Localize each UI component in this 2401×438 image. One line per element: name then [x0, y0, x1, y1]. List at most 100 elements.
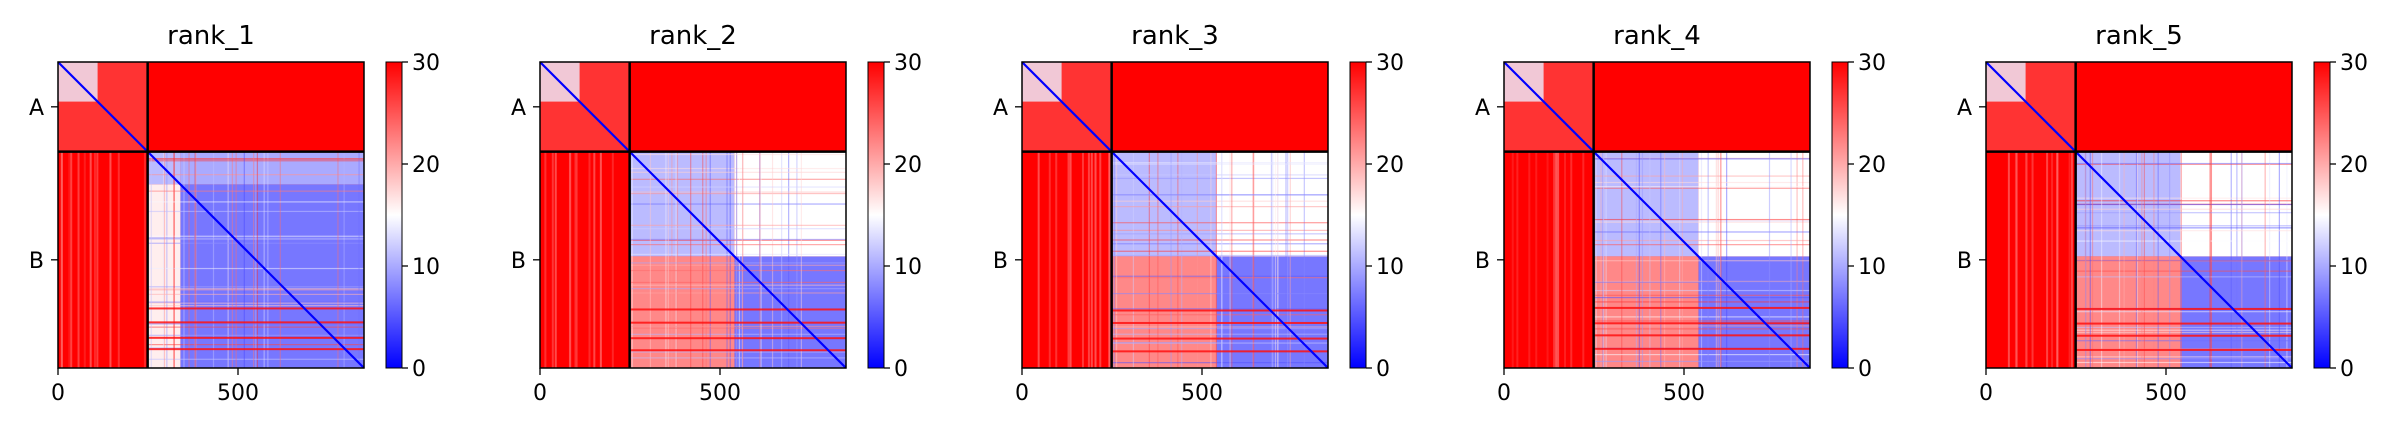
- stripe-v: [253, 151, 255, 368]
- stripe-h: [1593, 325, 1810, 327]
- stripe-ab: [89, 151, 92, 368]
- stripe-v: [702, 151, 704, 368]
- stripe-v: [256, 151, 259, 368]
- diagonal: [1021, 61, 1329, 369]
- stripe-v: [1285, 151, 1287, 368]
- stripe-v: [1621, 151, 1623, 368]
- stripe-h: [629, 351, 846, 353]
- stripe-ab: [109, 151, 112, 368]
- stripe-ab: [96, 151, 99, 368]
- stripe-v: [671, 151, 673, 368]
- stripe-ab: [1094, 151, 1097, 368]
- stripe-h: [147, 288, 364, 290]
- stripe-h: [629, 178, 846, 180]
- stripe-v: [150, 151, 152, 368]
- panel-title: rank_3: [1131, 21, 1219, 51]
- stripe-h: [629, 288, 846, 290]
- stripe-h: [2075, 212, 2292, 214]
- stripe-h: [1111, 177, 1328, 180]
- stripe-h: [629, 238, 846, 241]
- stripe-v: [796, 151, 798, 368]
- stripe-h: [629, 269, 846, 272]
- stripe-red: [1111, 309, 1328, 312]
- colorbar-tick-label: 20: [412, 153, 440, 178]
- stripe-ab: [143, 151, 146, 368]
- stripe-v: [1277, 151, 1279, 368]
- stripe-v: [1170, 151, 1172, 368]
- stripe-h: [2075, 230, 2292, 232]
- stripe-v: [760, 151, 762, 368]
- stripe-ab: [593, 151, 596, 368]
- stripe-h: [1111, 194, 1328, 196]
- colorbar-tick-label: 30: [1376, 51, 1404, 76]
- stripe-h: [2075, 311, 2292, 313]
- stripe-v: [2236, 151, 2238, 368]
- stripe-h: [1111, 277, 1328, 279]
- stripe-ab: [1067, 151, 1070, 368]
- stripe-ab: [599, 151, 602, 368]
- stripe-h: [1593, 316, 1810, 318]
- stripe-v: [1252, 151, 1254, 368]
- stripe-h: [147, 242, 364, 244]
- stripe-red: [147, 307, 364, 310]
- stripe-ab: [544, 151, 547, 368]
- stripe-h: [1111, 206, 1328, 208]
- stripe-v: [1720, 151, 1722, 368]
- stripe-v: [1287, 151, 1289, 368]
- stripe-h: [147, 174, 364, 176]
- stripe-h: [1111, 174, 1328, 176]
- stripe-h: [629, 167, 846, 170]
- colorbar-tick-label: 0: [2340, 357, 2354, 382]
- stripe-v: [1707, 151, 1709, 368]
- stripe-v: [1210, 151, 1212, 368]
- stripe-h: [2075, 358, 2292, 360]
- stripe-red: [629, 349, 846, 352]
- plot-frame: [1021, 61, 1329, 369]
- stripe-ab: [83, 151, 86, 368]
- stripe-red: [1111, 350, 1328, 353]
- stripe-ab: [1081, 151, 1084, 368]
- stripe-h: [2075, 329, 2292, 331]
- stripe-v: [1664, 151, 1666, 368]
- stripe-v: [195, 151, 197, 368]
- stripe-v: [2136, 151, 2139, 368]
- stripe-h: [2075, 276, 2292, 278]
- stripe-v: [2210, 151, 2212, 368]
- stripe-h: [147, 160, 364, 162]
- stripe-v: [212, 151, 215, 368]
- stripe-v: [193, 151, 196, 368]
- stripe-h: [2075, 227, 2292, 229]
- stripe-h: [147, 190, 364, 192]
- stripe-v: [1177, 151, 1179, 368]
- stripe-h: [1111, 314, 1328, 316]
- block-b-off-lower: [1111, 256, 1217, 368]
- stripe-v: [1289, 151, 1291, 368]
- panel-title: rank_2: [649, 21, 737, 51]
- stripe-ab: [2056, 151, 2059, 368]
- colorbar-tick-label: 30: [412, 51, 440, 76]
- panel-title: rank_1: [167, 21, 255, 51]
- stripe-ab: [1099, 151, 1102, 368]
- stripe-h: [1593, 231, 1810, 233]
- stripe-v: [1638, 151, 1640, 368]
- colorbar-tick-label: 10: [1376, 255, 1404, 280]
- stripe-ab: [588, 151, 591, 368]
- stripe-h: [1111, 326, 1328, 328]
- stripe-ab: [554, 151, 557, 368]
- stripe-red: [147, 321, 364, 324]
- stripe-v: [1221, 151, 1223, 368]
- stripe-h: [2075, 331, 2292, 334]
- colorbar: [1349, 61, 1367, 369]
- stripe-h: [1593, 220, 1810, 222]
- stripe-ab: [1516, 151, 1519, 368]
- y-tick-label: B: [511, 249, 526, 274]
- y-tick-label: A: [29, 96, 44, 121]
- stripe-v: [2180, 151, 2183, 368]
- stripe-h: [629, 192, 846, 195]
- stripe-v: [759, 151, 761, 368]
- colorbar-tick-label: 30: [894, 51, 922, 76]
- stripe-v: [166, 151, 168, 368]
- stripe-h: [629, 262, 846, 264]
- stripe-h: [1111, 362, 1328, 364]
